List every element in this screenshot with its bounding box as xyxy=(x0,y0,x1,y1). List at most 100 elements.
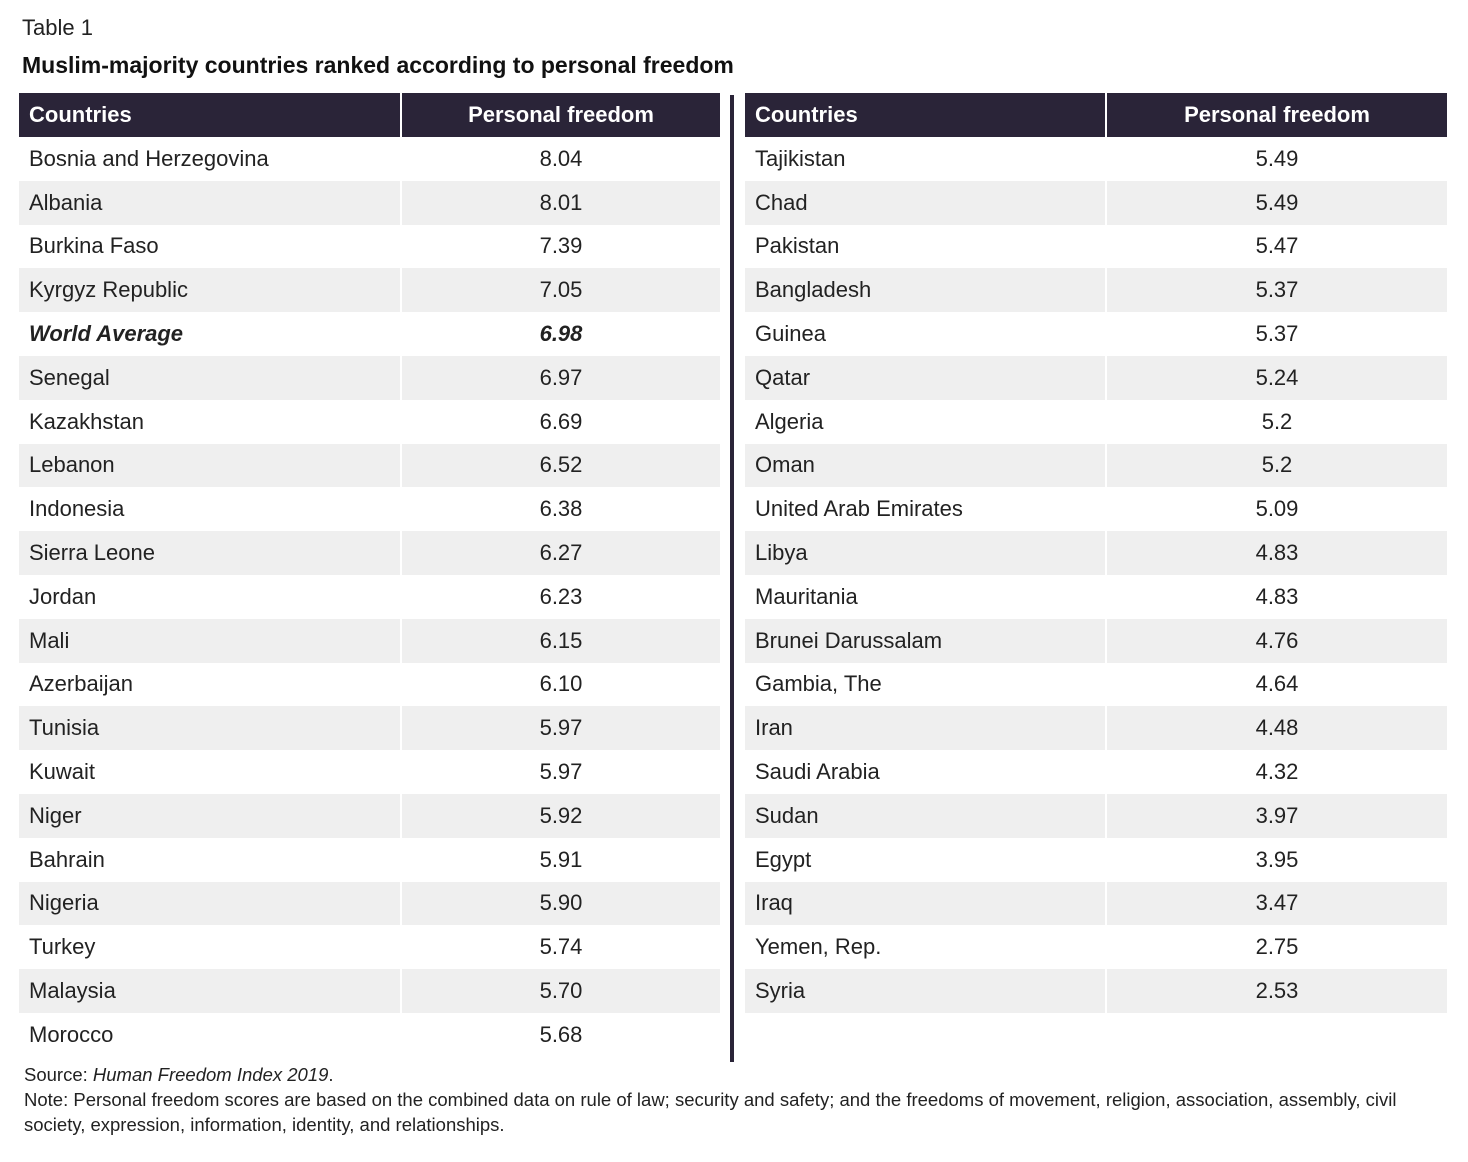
freedom-score-cell: 6.27 xyxy=(539,540,583,566)
table-row: Burkina Faso 7.39 xyxy=(19,224,720,269)
right-table-header: Countries Personal freedom xyxy=(745,93,1447,137)
freedom-score-cell: 6.52 xyxy=(539,452,583,478)
freedom-score-cell: 6.38 xyxy=(539,496,583,522)
freedom-score-cell: 6.10 xyxy=(539,671,583,697)
country-cell: Iran xyxy=(745,706,1107,751)
personal-freedom-column-header: Personal freedom xyxy=(468,102,654,127)
country-cell: Syria xyxy=(745,969,1107,1013)
freedom-score-cell: 3.97 xyxy=(1255,802,1299,828)
freedom-score-cell: 3.47 xyxy=(1255,890,1299,916)
country-cell: Brunei Darussalam xyxy=(745,618,1107,663)
table-row: Libya 4.83 xyxy=(745,531,1447,575)
countries-column-header: Countries xyxy=(19,93,402,137)
country-cell: Morocco xyxy=(19,1012,402,1057)
country-cell: Tunisia xyxy=(19,706,402,751)
table-row: Nigeria 5.90 xyxy=(19,881,720,926)
freedom-score-cell: 8.01 xyxy=(539,189,583,215)
country-cell: Sierra Leone xyxy=(19,531,402,575)
table-row: Gambia, The 4.64 xyxy=(745,662,1447,707)
freedom-score-cell: 5.68 xyxy=(539,1021,583,1047)
left-table-header: Countries Personal freedom xyxy=(19,93,720,137)
table-row: Tajikistan 5.49 xyxy=(745,137,1447,181)
freedom-score-cell: 5.97 xyxy=(539,759,583,785)
freedom-score-cell: 6.23 xyxy=(539,583,583,609)
table-row: Chad 5.49 xyxy=(745,180,1447,225)
table-row: Brunei Darussalam 4.76 xyxy=(745,618,1447,663)
table-row: Bangladesh 5.37 xyxy=(745,268,1447,313)
source-suffix: . xyxy=(328,1064,334,1085)
table-row: Algeria 5.2 xyxy=(745,399,1447,444)
freedom-score-cell: 5.90 xyxy=(539,890,583,916)
country-cell: Nigeria xyxy=(19,881,402,926)
table-row: Oman 5.2 xyxy=(745,443,1447,488)
left-table: Countries Personal freedom Bosnia and He… xyxy=(19,93,720,1057)
column-divider xyxy=(730,95,734,1062)
country-cell: Bosnia and Herzegovina xyxy=(19,137,402,181)
countries-column-header: Countries xyxy=(745,93,1107,137)
country-cell: Yemen, Rep. xyxy=(745,925,1107,970)
country-cell: Gambia, The xyxy=(745,662,1107,707)
country-cell: Algeria xyxy=(745,399,1107,444)
table-row: Niger 5.92 xyxy=(19,793,720,838)
table-row: Iran 4.48 xyxy=(745,706,1447,751)
freedom-score-cell: 5.74 xyxy=(539,934,583,960)
freedom-score-cell: 5.91 xyxy=(539,846,583,872)
country-cell: Senegal xyxy=(19,355,402,400)
country-cell: Tajikistan xyxy=(745,137,1107,181)
table-row: Pakistan 5.47 xyxy=(745,224,1447,269)
country-cell: Bahrain xyxy=(19,837,402,882)
country-cell: Egypt xyxy=(745,837,1107,882)
country-cell: Albania xyxy=(19,180,402,225)
table-note: Note: Personal freedom scores are based … xyxy=(24,1089,1397,1135)
country-cell: Jordan xyxy=(19,574,402,619)
source-title: Human Freedom Index 2019 xyxy=(92,1064,329,1085)
country-cell: Qatar xyxy=(745,355,1107,400)
table-row: Mauritania 4.83 xyxy=(745,574,1447,619)
freedom-score-cell: 4.32 xyxy=(1255,759,1299,785)
freedom-score-cell: 7.05 xyxy=(539,277,583,303)
source-prefix: Source: xyxy=(24,1064,93,1085)
country-cell: Malaysia xyxy=(19,969,402,1013)
table-row: Turkey 5.74 xyxy=(19,925,720,970)
country-cell: World Average xyxy=(19,312,402,356)
freedom-score-cell: 5.37 xyxy=(1255,321,1299,347)
table-row: Syria 2.53 xyxy=(745,969,1447,1013)
table-row: United Arab Emirates 5.09 xyxy=(745,487,1447,532)
table-title: Muslim-majority countries ranked accordi… xyxy=(22,52,734,78)
table-row: Egypt 3.95 xyxy=(745,837,1447,882)
country-cell: Bangladesh xyxy=(745,268,1107,313)
freedom-score-cell: 6.15 xyxy=(539,627,583,653)
table-row: Sudan 3.97 xyxy=(745,793,1447,838)
freedom-score-cell: 5.2 xyxy=(1261,408,1293,434)
table-row: Jordan 6.23 xyxy=(19,574,720,619)
freedom-score-cell: 2.53 xyxy=(1255,978,1299,1004)
right-table-body: Tajikistan 5.49 Chad 5.49 Pakistan 5.47 Bangla… xyxy=(745,137,1447,1013)
freedom-score-cell: 5.97 xyxy=(539,715,583,741)
table-row: Kazakhstan 6.69 xyxy=(19,399,720,444)
table-row: Saudi Arabia 4.32 xyxy=(745,750,1447,794)
freedom-score-cell: 5.70 xyxy=(539,978,583,1004)
freedom-score-cell: 6.98 xyxy=(539,321,583,347)
table-row: Albania 8.01 xyxy=(19,180,720,225)
freedom-score-cell: 4.83 xyxy=(1255,540,1299,566)
table-row: Guinea 5.37 xyxy=(745,312,1447,356)
country-cell: Mauritania xyxy=(745,574,1107,619)
table-row: Qatar 5.24 xyxy=(745,355,1447,400)
table-row: Morocco 5.68 xyxy=(19,1012,720,1057)
personal-freedom-column-header: Personal freedom xyxy=(1184,102,1370,127)
freedom-score-cell: 2.75 xyxy=(1255,934,1299,960)
freedom-score-cell: 5.49 xyxy=(1255,189,1299,215)
right-table: Countries Personal freedom Tajikistan 5.4… xyxy=(745,93,1447,1013)
table-row: Malaysia 5.70 xyxy=(19,969,720,1013)
table-row: Azerbaijan 6.10 xyxy=(19,662,720,707)
table-row: Lebanon 6.52 xyxy=(19,443,720,488)
freedom-score-cell: 5.09 xyxy=(1255,496,1299,522)
freedom-score-cell: 5.47 xyxy=(1255,233,1299,259)
freedom-score-cell: 5.24 xyxy=(1255,364,1299,390)
country-cell: Mali xyxy=(19,618,402,663)
freedom-score-cell: 6.69 xyxy=(539,408,583,434)
table-row: Mali 6.15 xyxy=(19,618,720,663)
country-cell: Chad xyxy=(745,180,1107,225)
table-row: Kuwait 5.97 xyxy=(19,750,720,794)
freedom-score-cell: 8.04 xyxy=(539,145,583,171)
